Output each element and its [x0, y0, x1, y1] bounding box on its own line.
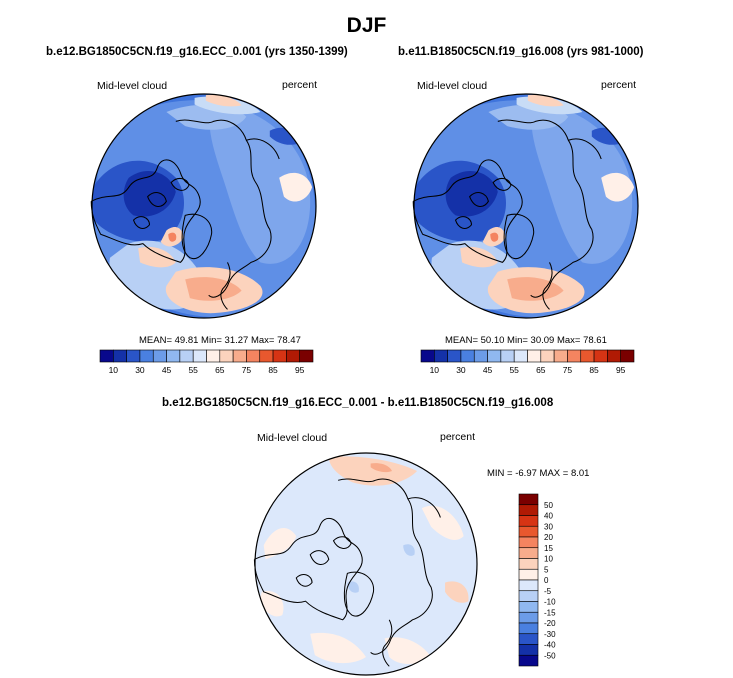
panel1-stats: MEAN= 49.81 Min= 31.27 Max= 78.47: [139, 335, 301, 346]
colorbar-tick-label: -20: [544, 619, 556, 628]
colorbar-swatch: [553, 349, 568, 363]
colorbar-tick-label: 30: [544, 522, 553, 531]
colorbar-swatch: [518, 633, 539, 645]
colorbar-swatch: [518, 568, 539, 581]
colorbar-swatch: [593, 349, 608, 363]
colorbar-tick-label: 65: [215, 365, 225, 375]
colorbar-tick-label: -15: [544, 608, 556, 617]
colorbar-tick-label: 45: [162, 365, 172, 375]
colorbar-swatch: [567, 349, 582, 363]
colorbar-swatch: [259, 349, 274, 363]
colorbar-swatch: [299, 349, 314, 363]
colorbar-swatch: [518, 536, 539, 549]
colorbar-swatch: [518, 525, 539, 538]
colorbar-swatch: [513, 349, 528, 363]
panel2-map: [412, 93, 639, 319]
colorbar-tick-label: 30: [135, 365, 145, 375]
colorbar-tick-label: 30: [456, 365, 466, 375]
colorbar-tick-label: 55: [188, 365, 198, 375]
colorbar-swatch: [518, 654, 539, 667]
colorbar-swatch: [518, 493, 539, 506]
colorbar-swatch: [620, 349, 635, 363]
panel2-colorbar: 10 30 45 55 65 75 85 95: [420, 349, 635, 375]
colorbar-tick-label: -50: [544, 651, 556, 660]
colorbar-tick-label: 10: [430, 365, 440, 375]
panel2-variable-label: Mid-level cloud: [417, 80, 488, 92]
colorbar-tick-label: 75: [563, 365, 573, 375]
colorbar-swatch: [518, 590, 539, 602]
colorbar-swatch: [272, 349, 287, 363]
colorbar-tick-label: 85: [268, 365, 278, 375]
colorbar-tick-label: 55: [509, 365, 519, 375]
colorbar-tick-label: 85: [589, 365, 599, 375]
colorbar-tick-label: 0: [544, 576, 549, 585]
colorbar-tick-label: 10: [544, 555, 553, 564]
colorbar-tick-label: 65: [536, 365, 546, 375]
colorbar-tick-label: -10: [544, 598, 556, 607]
colorbar-swatch: [179, 349, 194, 363]
colorbar-swatch: [99, 349, 114, 363]
panel2-title: b.e11.B1850C5CN.f19_g16.008 (yrs 981-100…: [398, 46, 644, 58]
colorbar-swatch: [580, 349, 595, 363]
colorbar-swatch: [139, 349, 154, 363]
colorbar-tick-label: 95: [295, 365, 305, 375]
colorbar-tick-label: 15: [544, 544, 553, 553]
colorbar-tick-label: 50: [544, 501, 553, 510]
panel2-stats: MEAN= 50.10 Min= 30.09 Max= 78.61: [445, 335, 607, 346]
colorbar-tick-label: 75: [242, 365, 252, 375]
panel3-units-label: percent: [440, 431, 476, 443]
panel2-units-label: percent: [601, 79, 637, 91]
colorbar-swatch: [286, 349, 300, 363]
panel1-colorbar: 10 30 45 55 65 75 85 95: [99, 349, 314, 375]
colorbar-swatch: [518, 558, 539, 570]
colorbar-swatch: [166, 349, 181, 363]
colorbar-tick-label: 10: [109, 365, 119, 375]
colorbar-swatch: [206, 349, 221, 363]
panel1-title: b.e12.BG1850C5CN.f19_g16.ECC_0.001 (yrs …: [46, 46, 348, 58]
colorbar-swatch: [500, 349, 515, 363]
colorbar-swatch: [192, 349, 207, 363]
colorbar-swatch: [518, 622, 539, 635]
panel1-map: [90, 93, 317, 319]
colorbar-swatch: [113, 349, 127, 363]
colorbar-swatch: [460, 349, 475, 363]
colorbar-swatch: [473, 349, 488, 363]
colorbar-swatch: [518, 515, 539, 527]
panel3-variable-label: Mid-level cloud: [257, 432, 328, 444]
colorbar-swatch: [219, 349, 234, 363]
colorbar-swatch: [246, 349, 261, 363]
colorbar-swatch: [152, 349, 167, 363]
colorbar-tick-label: -40: [544, 641, 556, 650]
panel3-stats: MIN = -6.97 MAX = 8.01: [487, 468, 590, 479]
panel1-units-label: percent: [282, 79, 318, 91]
colorbar-tick-label: -30: [544, 630, 556, 639]
colorbar-swatch: [540, 349, 555, 363]
colorbar-tick-label: 95: [616, 365, 626, 375]
panel1-variable-label: Mid-level cloud: [97, 80, 168, 92]
colorbar-swatch: [518, 504, 539, 516]
panel3-title: b.e12.BG1850C5CN.f19_g16.ECC_0.001 - b.e…: [162, 397, 554, 409]
colorbar-swatch: [518, 601, 539, 613]
colorbar-swatch: [447, 349, 462, 363]
colorbar-swatch: [420, 349, 435, 363]
colorbar-tick-label: 5: [544, 565, 549, 574]
colorbar-tick-label: 20: [544, 533, 553, 542]
colorbar-swatch: [527, 349, 542, 363]
colorbar-swatch: [518, 547, 539, 559]
colorbar-swatch: [607, 349, 621, 363]
colorbar-swatch: [518, 579, 539, 592]
figure-title: DJF: [346, 14, 387, 37]
colorbar-swatch: [518, 644, 539, 656]
colorbar-swatch: [126, 349, 141, 363]
colorbar-tick-label: 45: [483, 365, 493, 375]
colorbar-tick-label: -5: [544, 587, 552, 596]
colorbar-swatch: [232, 349, 247, 363]
colorbar-swatch: [434, 349, 448, 363]
colorbar-swatch: [518, 611, 539, 624]
panel3-map: [253, 452, 478, 676]
colorbar-swatch: [487, 349, 502, 363]
colorbar-tick-label: 40: [544, 512, 553, 521]
